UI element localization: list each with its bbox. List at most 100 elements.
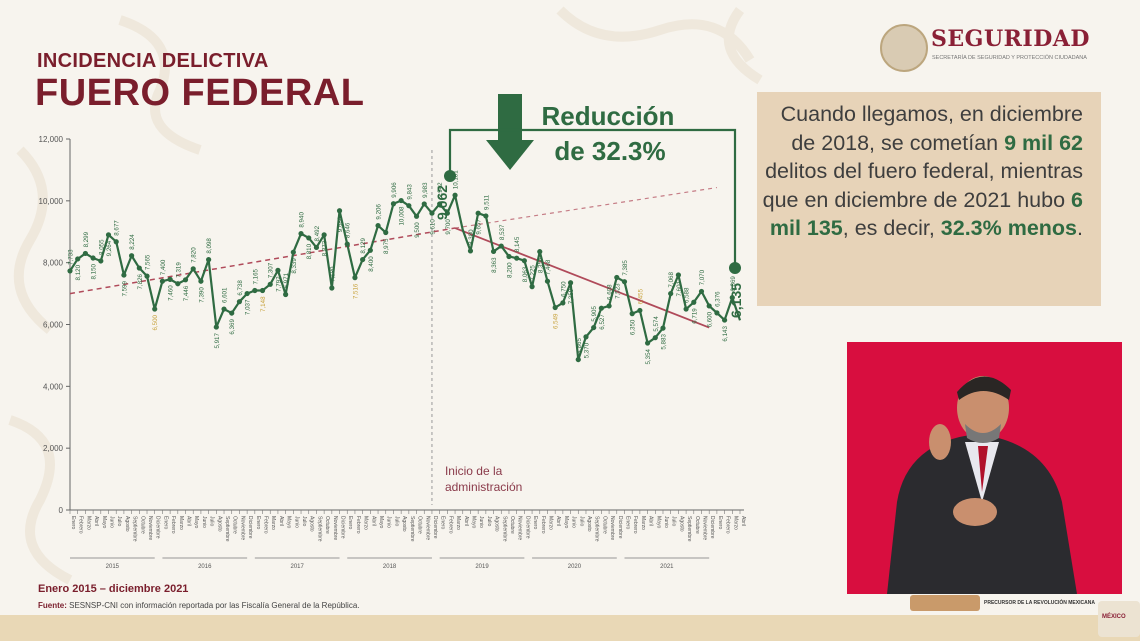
eagle-emblem-icon [880,24,928,72]
logo-mark-icon [910,595,980,611]
x-tick-label: Marzo [455,516,461,530]
callout-highlight-1: 9 mil 62 [1004,130,1083,155]
data-label: 6,608 [607,284,614,300]
data-point [606,303,612,309]
data-point [198,278,204,284]
x-tick-label: Noviembre [147,516,153,540]
y-axis: 0 2,000 4,000 6,000 8,000 10,000 12,000 [39,135,71,515]
data-point [244,290,250,297]
x-tick-label: Diciembre [155,516,161,539]
data-label: 6,971 [283,272,290,288]
data-label: 7,826 [137,273,144,289]
year-label: 2018 [383,564,397,570]
revolution-logo: PRECURSOR DE LA REVOLUCIÓN MEXICANA [910,595,1110,617]
data-point [275,267,281,273]
x-tick-label: Agosto [401,516,407,532]
data-point [129,253,135,259]
bottom-bar [0,615,1140,641]
data-label: 5,574 [653,316,660,332]
data-point [706,303,712,309]
data-point [221,306,227,312]
data-label: 7,820 [191,247,198,263]
data-label: 8,940 [299,212,306,228]
bracket-line [448,128,737,268]
data-point [660,325,666,331]
data-point [691,299,697,305]
data-label: 6,719 [691,308,698,324]
callout-part-2: delitos del fuero federal, mientras que … [762,159,1083,212]
data-label: 8,400 [368,256,375,272]
data-label: 7,307 [268,262,275,278]
x-tick-label: Julio [393,516,399,527]
data-point [306,235,312,241]
data-label: 7,037 [245,299,252,315]
data-label: 6,143 [722,326,729,342]
data-point [644,340,651,346]
data-label: 10,181 [453,170,460,189]
data-point [537,249,543,255]
data-point [283,291,289,298]
x-tick-label: Diciembre [247,516,253,539]
data-label: 8,200 [506,262,513,278]
data-point [683,306,689,312]
data-point [390,201,397,207]
data-point [352,275,358,281]
data-label: 9,983 [422,182,429,198]
data-label: 8,537 [499,224,506,240]
x-tick-label: Agosto [309,516,315,532]
x-tick-label: Mayo [563,516,569,528]
data-label: 6,369 [229,319,236,335]
data-point [144,273,150,279]
x-tick-label: Marzo [640,516,646,530]
x-tick-label: Julio [671,516,677,527]
x-tick-label: Mayo [470,516,476,528]
data-point [290,249,296,255]
x-tick-label: Diciembre [617,516,623,539]
x-tick-label: Septiembre [316,516,322,542]
reduction-annotation: Reducción de 32.3% 9,062 6,135 [434,94,744,318]
x-tick-label: Abril [186,516,192,526]
callout-highlight-3: 32.3% menos [940,216,1078,240]
data-point [560,300,566,306]
data-label: 8,120 [75,264,82,280]
data-label: 7,319 [175,262,182,278]
x-tick-label: Julio [116,516,122,527]
series-line [69,194,742,361]
x-tick-label: Enero [162,516,168,530]
x-tick-label: Marzo [363,516,369,530]
x-tick-label: Mayo [378,516,384,528]
x-tick-label: Enero [70,516,76,530]
data-label: 8,975 [383,238,390,254]
data-label: 7,400 [160,259,167,275]
data-point [313,244,320,251]
data-label: 4,865 [576,338,583,354]
data-point [614,274,620,281]
data-label: 7,446 [183,285,190,301]
data-point [213,324,219,330]
data-label: 8,145 [514,236,521,252]
data-label: 8,098 [206,238,213,254]
reduction-text-1: Reducción [542,101,675,131]
x-tick-label: Noviembre [701,516,707,540]
x-tick-label: Enero [624,516,630,530]
data-label: 9,264 [106,240,113,256]
source-note: Fuente: SESNSP-CNI con información repor… [38,601,359,610]
year-label: 2019 [475,564,489,570]
x-tick-label: Octubre [139,516,145,534]
mexico-badge: MÉXICO [1098,601,1140,637]
x-tick-label: Agosto [124,516,130,532]
data-label: 6,376 [714,291,721,307]
data-label: 7,599 [121,281,128,297]
data-label: 7,565 [145,254,152,270]
data-label: 7,148 [260,296,267,312]
x-tick-label: Junio [386,516,392,528]
x-tick-label: Octubre [601,516,607,534]
data-point [336,208,343,214]
x-tick-label: Noviembre [332,516,338,540]
data-point [521,258,527,264]
data-label: 8,224 [129,234,136,250]
x-tick-label: Febrero [355,516,361,534]
data-point [437,201,443,207]
